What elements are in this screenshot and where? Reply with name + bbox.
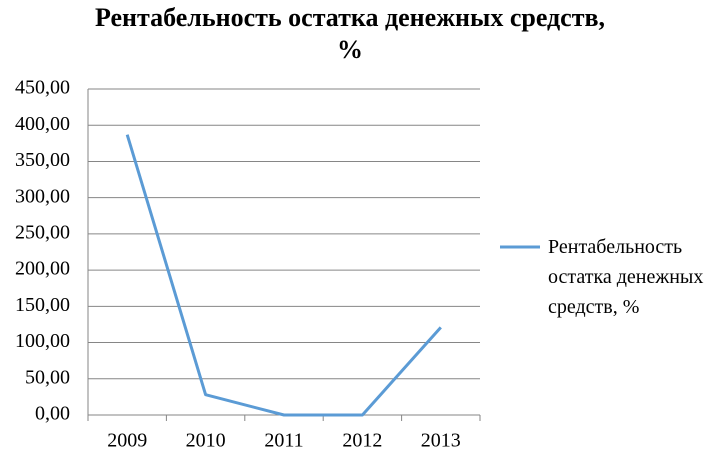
y-tick-label: 150,00 <box>15 294 70 316</box>
legend-label: Рентабельность остатка денежных средств,… <box>548 236 704 318</box>
y-tick-label: 50,00 <box>25 366 70 388</box>
x-tick-label: 2010 <box>186 430 226 452</box>
y-tick-label: 250,00 <box>15 221 70 243</box>
y-tick-label: 400,00 <box>15 113 70 135</box>
x-tick-label: 2011 <box>264 430 303 452</box>
chart-title: Рентабельность остатка денежных средств,… <box>94 3 606 64</box>
y-tick-label: 200,00 <box>15 258 70 280</box>
y-tick-label: 100,00 <box>15 330 70 352</box>
x-tick-label: 2013 <box>421 430 461 452</box>
series-line <box>125 134 442 417</box>
y-tick-label: 350,00 <box>15 149 70 171</box>
x-tick-label: 2012 <box>342 430 382 452</box>
x-tick-label: 2009 <box>107 430 147 452</box>
y-tick-label: 0,00 <box>35 403 70 425</box>
y-tick-label: 450,00 <box>15 77 70 99</box>
y-tick-label: 300,00 <box>15 185 70 207</box>
